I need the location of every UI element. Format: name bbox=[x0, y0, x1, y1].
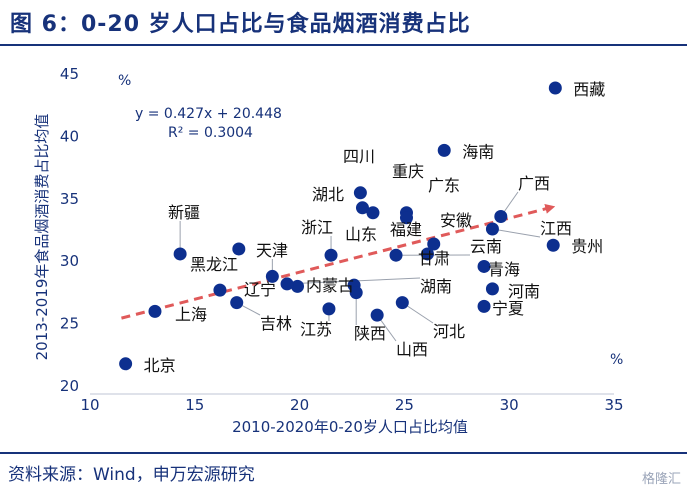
data-point bbox=[230, 296, 244, 310]
source-note: 资料来源：Wind，申万宏源研究 bbox=[8, 465, 255, 485]
point-label: 湖北 bbox=[312, 185, 344, 204]
data-point bbox=[477, 259, 491, 273]
data-point bbox=[173, 247, 187, 261]
point-label: 江苏 bbox=[300, 320, 332, 339]
data-point bbox=[370, 308, 384, 322]
y-unit-label: % bbox=[118, 73, 131, 89]
data-point bbox=[420, 247, 434, 261]
top-divider bbox=[0, 44, 687, 46]
data-point bbox=[213, 283, 227, 297]
data-point bbox=[322, 302, 336, 316]
x-unit-label: % bbox=[610, 352, 623, 368]
regression-equation: y = 0.427x + 20.448 bbox=[135, 106, 282, 122]
data-point bbox=[349, 286, 363, 300]
point-label: 陕西 bbox=[354, 324, 386, 343]
point-label: 河南 bbox=[508, 282, 540, 301]
data-points bbox=[119, 81, 562, 371]
y-axis-ticks: 20 25 30 35 40 45 bbox=[60, 65, 79, 395]
point-label: 广西 bbox=[518, 174, 550, 193]
data-point bbox=[485, 222, 499, 236]
data-point bbox=[119, 357, 133, 371]
data-point bbox=[548, 81, 562, 95]
data-point bbox=[437, 143, 451, 157]
point-label: 海南 bbox=[462, 142, 494, 161]
x-axis-ticks: 10 15 20 25 30 35 bbox=[80, 396, 623, 414]
point-label: 上海 bbox=[175, 305, 207, 324]
point-label: 吉林 bbox=[260, 314, 292, 333]
data-point bbox=[366, 206, 380, 220]
y-tick-label: 35 bbox=[60, 190, 79, 208]
data-point bbox=[265, 269, 279, 283]
y-tick-label: 45 bbox=[60, 65, 79, 83]
data-point bbox=[291, 279, 305, 293]
y-tick-label: 40 bbox=[60, 127, 79, 145]
y-tick-label: 25 bbox=[60, 315, 79, 333]
point-label: 天津 bbox=[256, 241, 288, 260]
data-point bbox=[494, 210, 508, 224]
x-tick-label: 35 bbox=[604, 396, 623, 414]
point-label: 新疆 bbox=[168, 203, 200, 222]
data-point bbox=[324, 248, 338, 262]
y-tick-label: 20 bbox=[60, 377, 79, 395]
point-label: 浙江 bbox=[301, 218, 333, 237]
data-point bbox=[546, 238, 560, 252]
point-label: 内蒙古 bbox=[306, 276, 354, 295]
point-label: 贵州 bbox=[571, 237, 603, 256]
point-label: 广东 bbox=[428, 176, 460, 195]
point-label: 甘肃 bbox=[418, 249, 450, 268]
x-tick-label: 20 bbox=[290, 396, 309, 414]
data-point bbox=[389, 248, 403, 262]
data-point bbox=[280, 277, 294, 291]
bottom-divider bbox=[0, 452, 687, 454]
r-squared: R² = 0.3004 bbox=[168, 125, 253, 141]
data-point bbox=[395, 296, 409, 310]
point-label: 黑龙江 bbox=[190, 255, 238, 274]
point-label: 江西 bbox=[540, 219, 572, 238]
point-label: 安徽 bbox=[440, 211, 472, 230]
data-point bbox=[353, 186, 367, 200]
point-label: 山东 bbox=[345, 225, 377, 244]
x-axis-title: 2010-2020年0-20岁人口占比均值 bbox=[232, 418, 468, 436]
data-point bbox=[477, 299, 491, 313]
point-label: 青海 bbox=[488, 260, 520, 279]
point-label: 宁夏 bbox=[492, 299, 524, 318]
point-label: 西藏 bbox=[573, 80, 605, 99]
point-label: 四川 bbox=[343, 147, 375, 166]
point-label: 河北 bbox=[433, 322, 465, 341]
data-point bbox=[427, 237, 441, 251]
data-point bbox=[399, 211, 413, 225]
point-label: 湖南 bbox=[420, 277, 452, 296]
leader-line bbox=[492, 228, 541, 238]
point-label: 辽宁 bbox=[244, 280, 276, 299]
data-point bbox=[485, 282, 499, 296]
data-point bbox=[232, 242, 246, 256]
x-tick-label: 15 bbox=[185, 396, 204, 414]
data-point bbox=[355, 201, 369, 215]
watermark: 格隆汇 bbox=[641, 472, 681, 487]
point-label: 福建 bbox=[390, 220, 422, 239]
point-label: 云南 bbox=[470, 237, 502, 256]
x-tick-label: 30 bbox=[500, 396, 519, 414]
point-label: 重庆 bbox=[392, 162, 424, 181]
figure-title: 图 6：0-20 岁人口占比与食品烟酒消费占比 bbox=[10, 12, 471, 37]
y-tick-label: 30 bbox=[60, 252, 79, 270]
x-tick-label: 25 bbox=[395, 396, 414, 414]
point-label: 北京 bbox=[144, 356, 176, 375]
point-label: 山西 bbox=[396, 340, 428, 359]
y-axis-title: 2013-2019年食品烟酒消费占比均值 bbox=[33, 114, 51, 361]
x-tick-label: 10 bbox=[80, 396, 99, 414]
data-point bbox=[148, 304, 162, 318]
